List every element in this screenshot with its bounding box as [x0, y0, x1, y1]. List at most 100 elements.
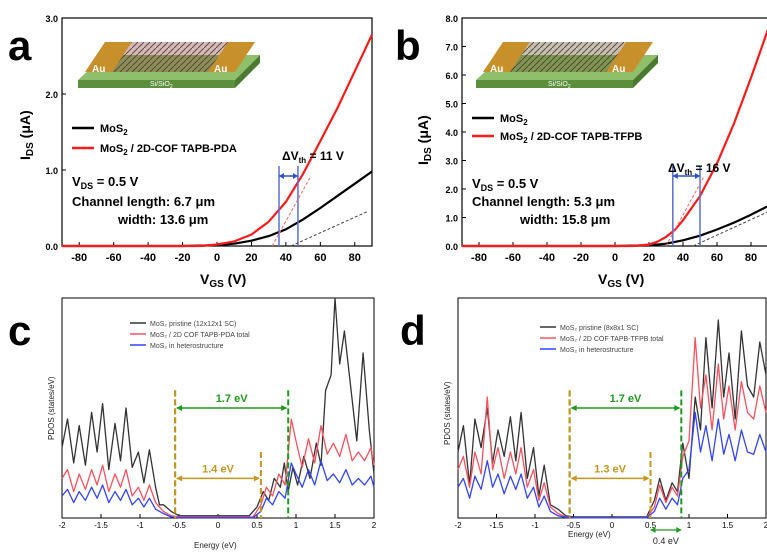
- tangent-black: [290, 211, 368, 247]
- legend-label-pristine: MoS₂ pristine (12x12x1 SC): [150, 321, 236, 328]
- gap-large-arrowhead-left: [176, 405, 183, 411]
- tangent-red: [665, 177, 704, 247]
- x-tick-label: 60: [711, 252, 723, 264]
- x-tick-label: 0.5: [251, 521, 263, 530]
- tangent-red: [271, 177, 311, 247]
- x-tick-label: 80: [745, 252, 757, 264]
- panel-c: -2 -1.5 -1 -0.5 0 0.5 1 1.5 2 1.7 eV 1.4 eV MoS₂ …: [47, 297, 377, 550]
- gap-small-arrowhead-left: [570, 475, 577, 482]
- curves: [462, 29, 767, 248]
- channel-length: Channel length: 6.7 μm: [72, 194, 215, 209]
- legend-label-hetero: MoS2 / 2D-COF TAPB-PDA: [100, 143, 237, 157]
- x-tick-label: -80: [71, 252, 87, 264]
- inset-substrate-label: Si/SiO2: [150, 81, 173, 90]
- delta-vth-label: ΔVth = 16 V: [668, 161, 731, 177]
- vds-annotation: VDS = 0.5 V: [72, 174, 139, 191]
- x-tick-label: 2: [764, 521, 767, 530]
- channel-length: Channel length: 5.3 μm: [472, 194, 615, 209]
- y-tick-label: 1.0: [45, 166, 58, 176]
- inset-substrate-label: Si/SiO2: [548, 81, 571, 90]
- y-tick-label: 6.0: [445, 71, 458, 81]
- y-tick-label: 3.0: [45, 14, 58, 24]
- x-tick-label: 1.5: [329, 521, 341, 530]
- y-tick-label: 3.0: [445, 157, 458, 167]
- x-tick-label: -2: [454, 521, 462, 530]
- vth-arrowhead-right: [292, 173, 298, 179]
- series-line-2: [457, 411, 767, 519]
- channel-width: width: 15.8 μm: [519, 212, 610, 227]
- y-tick-label: 1.0: [445, 214, 458, 224]
- x-tick-label: -1: [531, 521, 539, 530]
- gap-small-label: 1.3 eV: [594, 463, 626, 475]
- threshold-markers: [271, 166, 368, 247]
- y-tick-label: 8.0: [445, 14, 458, 24]
- inset-pad-left-label: Au: [92, 64, 105, 75]
- y-tick-label: 0.0: [445, 242, 458, 252]
- panel-letter-d: d: [400, 307, 426, 354]
- gap-large-label: 1.7 eV: [216, 393, 248, 405]
- x-tick-label: -60: [106, 252, 122, 264]
- x-tick-label: 1.5: [722, 521, 734, 530]
- y-tick-label: 4.0: [445, 128, 458, 138]
- x-tick-label: 0: [610, 521, 615, 530]
- legend: MoS₂ pristine (12x12x1 SC) MoS₂ / 2D COF…: [130, 321, 250, 350]
- x-ticks: -2 -1.5 -1 -0.5 0 0.5 1 1.5 2: [454, 514, 767, 530]
- panel-b: -80 -60 -40 -20 0 20 40 60 80 0.0 1.0 2.0 3.0 4.0 5.0…: [415, 14, 767, 290]
- legend-label-hetero: MoS₂ in heterostructure: [150, 343, 224, 350]
- inset-pad-right-label: Au: [612, 64, 625, 75]
- x-tick-label: 0.5: [645, 521, 657, 530]
- x-axis-label: VGS (V): [200, 271, 246, 290]
- gap-large-label: 1.7 eV: [610, 393, 642, 405]
- panel-a: -80 -60 -40 -20 0 20 40 60 80 0.0 1.0 2.0 3.0 Au Au…: [17, 14, 373, 290]
- legend-label-hetero: MoS₂ in heterostructure: [560, 347, 634, 354]
- device-inset: Au Au Si/SiO2: [476, 42, 658, 90]
- x-axis-label: Energy (eV): [568, 530, 611, 539]
- shift-arrowhead-right: [676, 527, 682, 533]
- x-tick-label: 1: [294, 521, 299, 530]
- legend-label-mos2: MoS2: [100, 123, 128, 137]
- shift-label: 0.4 eV: [653, 536, 679, 546]
- vth-arrowhead-left: [279, 173, 284, 179]
- legend-label-hetero: MoS2 / 2D-COF TAPB-TFPB: [500, 131, 642, 145]
- device-inset: Au Au Si/SiO2: [78, 42, 260, 90]
- delta-vth-label: ΔVth = 11 V: [282, 149, 344, 165]
- gap-large-arrowhead-right: [674, 405, 681, 411]
- curves: [62, 34, 373, 248]
- y-axis-label: IDS (μA): [17, 110, 36, 160]
- x-tick-label: -0.5: [567, 521, 581, 530]
- x-tick-label: 2: [372, 521, 377, 530]
- legend: MoS₂ pristine (8x8x1 SC) MoS₂ / 2D COF T…: [540, 325, 664, 354]
- series-line-2: [61, 460, 375, 519]
- x-tick-label: -60: [505, 252, 521, 264]
- gap-large-arrowhead-right: [281, 405, 288, 411]
- x-axis-label: VGS (V): [598, 271, 644, 290]
- y-ticks: 0.0 1.0 2.0 3.0: [45, 14, 66, 252]
- gap-small-arrowhead-left: [176, 475, 183, 482]
- x-tick-label: -80: [471, 252, 487, 264]
- x-tick-label: 60: [314, 252, 326, 264]
- x-ticks: -80 -60 -40 -20 0 20 40 60 80: [471, 242, 757, 264]
- x-tick-label: 20: [245, 252, 257, 264]
- series-line-0: [462, 205, 767, 248]
- legend-label-total: MoS₂ / 2D COF TAPB-TFPB total: [560, 336, 664, 343]
- y-tick-label: 5.0: [445, 100, 458, 110]
- inset-pad-right-label: Au: [214, 64, 227, 75]
- x-tick-label: 0: [612, 252, 618, 264]
- y-axis-label: PDOS (states/eV): [47, 376, 56, 440]
- y-ticks: 0.0 1.0 2.0 3.0 4.0 5.0 6.0 7.0 8.0: [445, 14, 466, 252]
- gap-markers: 1.7 eV 1.4 eV: [174, 390, 290, 518]
- x-tick-label: 0: [214, 252, 220, 264]
- y-tick-label: 2.0: [45, 90, 58, 100]
- y-tick-label: 7.0: [445, 43, 458, 53]
- panel-letter-b: b: [395, 22, 421, 69]
- gap-small-arrowhead-right: [643, 475, 650, 482]
- x-tick-label: 40: [280, 252, 292, 264]
- legend: MoS2 MoS2 / 2D-COF TAPB-PDA: [72, 123, 237, 157]
- panel-letter-a: a: [8, 22, 32, 69]
- x-tick-label: 20: [643, 252, 655, 264]
- curves: [457, 319, 767, 519]
- x-tick-label: -1.5: [490, 521, 504, 530]
- x-tick-label: 80: [349, 252, 361, 264]
- series-line-0: [61, 297, 375, 517]
